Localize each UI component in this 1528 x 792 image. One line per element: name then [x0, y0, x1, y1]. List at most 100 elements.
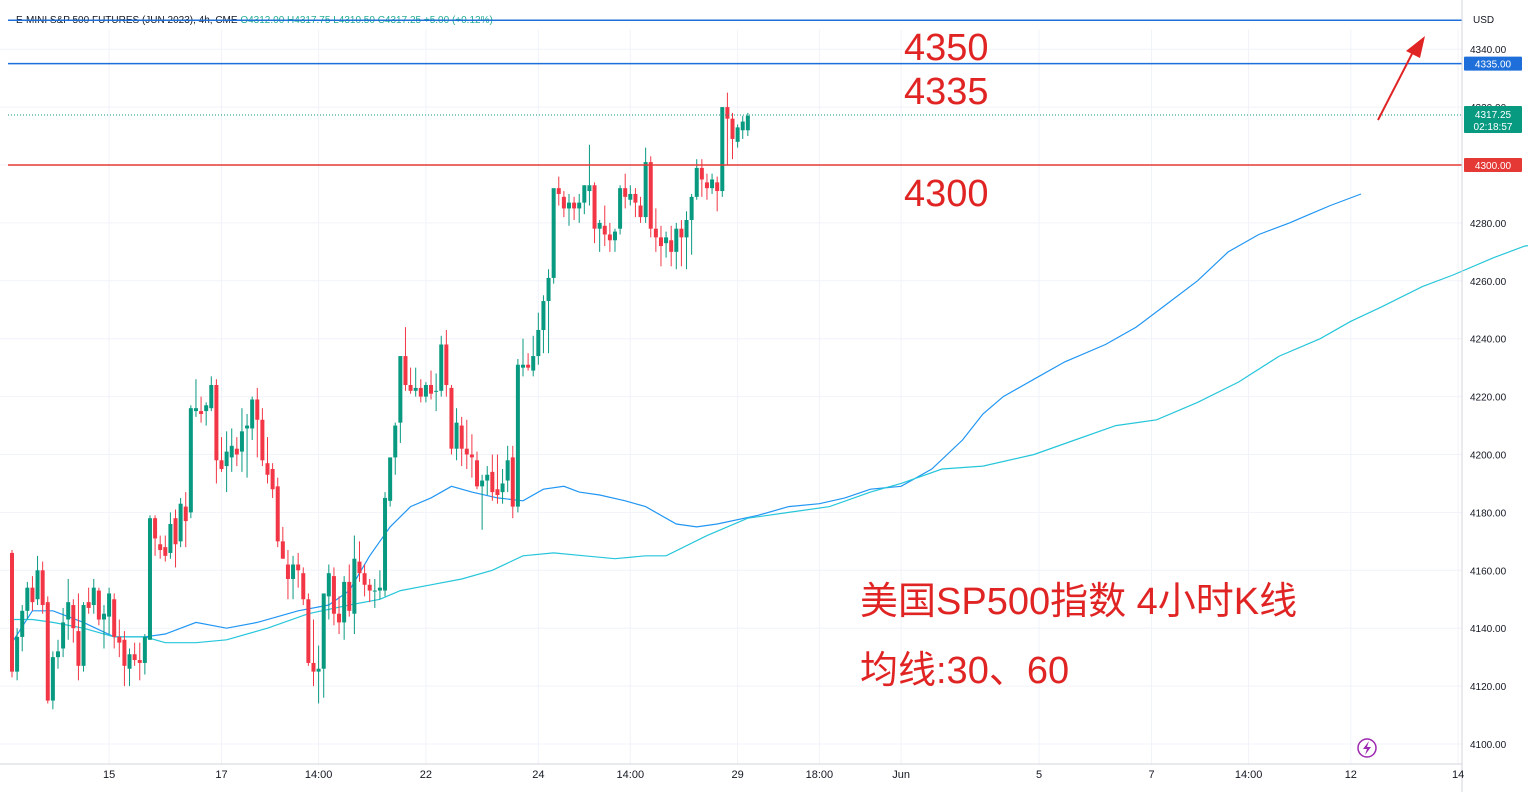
y-tick-label: 4100.00	[1470, 740, 1507, 751]
x-tick-label: 18:00	[806, 769, 834, 781]
x-tick-label: 12	[1345, 769, 1357, 781]
candle-body	[168, 523, 173, 553]
candle-body	[546, 277, 551, 302]
candle-body	[163, 547, 168, 556]
candle-body	[245, 425, 250, 429]
candle-body	[81, 605, 86, 666]
candle-body	[582, 185, 587, 203]
candle-body	[101, 613, 106, 620]
candle-body	[664, 237, 669, 244]
candle-body	[480, 480, 485, 487]
candle-body	[536, 330, 541, 357]
x-tick-label: 14:00	[1235, 769, 1263, 781]
candle-body	[679, 228, 684, 238]
candle-body	[137, 660, 142, 663]
candle-body	[219, 460, 224, 469]
candle-body	[296, 564, 301, 571]
candle-body	[107, 593, 112, 617]
candle-body	[561, 196, 566, 209]
candle-body	[239, 431, 244, 452]
candle-body	[132, 654, 137, 661]
x-tick-label: 14:00	[617, 769, 645, 781]
candle-body	[464, 448, 469, 455]
candle-body	[183, 506, 188, 522]
candle-body	[112, 599, 117, 637]
candle-body	[234, 448, 239, 455]
candle-body	[490, 471, 495, 493]
candle-body	[638, 205, 643, 218]
candle-body	[193, 408, 198, 412]
x-tick-label: 29	[731, 769, 743, 781]
x-tick-label: Jun	[892, 769, 910, 781]
candle-body	[40, 570, 45, 606]
candle-body	[587, 185, 592, 192]
lightning-icon[interactable]	[1357, 738, 1377, 758]
candle-body	[653, 228, 658, 238]
candle-body	[362, 573, 367, 585]
candle-body	[745, 115, 750, 131]
annotation-4300: 4300	[904, 173, 989, 215]
annotation-4350: 4350	[904, 27, 989, 69]
candle-body	[500, 483, 505, 493]
moving-averages	[11, 193, 1528, 644]
candle-body	[475, 460, 480, 487]
candle-body	[25, 587, 30, 611]
candle-body	[720, 107, 725, 192]
candle-body	[275, 486, 280, 542]
candle-body	[408, 385, 413, 391]
candle-body	[209, 385, 214, 409]
ma60-line	[12, 245, 1528, 644]
candle-body	[740, 121, 745, 131]
candle-body	[306, 599, 311, 663]
candle-body	[454, 422, 459, 449]
countdown-tag: 02:18:57	[1474, 122, 1513, 133]
candle-body	[592, 185, 597, 229]
candle-body	[439, 344, 444, 391]
candle-body	[541, 301, 546, 331]
candle-body	[694, 167, 699, 197]
candle-body	[321, 593, 326, 669]
time-axis[interactable]: 15 17 14:00 22 24 14:00 29 18:00 Jun 5 7 14:00 12 14	[0, 763, 1464, 781]
price-tag-4335: 4335.00	[1475, 60, 1512, 71]
currency-label: USD	[1473, 15, 1495, 26]
candle-body	[418, 387, 423, 397]
candle-body	[326, 573, 331, 597]
candle-body	[434, 390, 439, 392]
candle-body	[377, 587, 382, 591]
arrow-head-icon	[1406, 36, 1425, 58]
candle-body	[485, 474, 490, 481]
candle-body	[372, 590, 377, 592]
candle-body	[117, 636, 122, 643]
candle-body	[704, 182, 709, 189]
candle-body	[15, 636, 20, 672]
y-tick-label: 4260.00	[1470, 277, 1507, 288]
candle-body	[10, 552, 14, 672]
candle-body	[357, 561, 362, 574]
candle-body	[71, 605, 76, 629]
candle-body	[301, 573, 306, 600]
candle-body	[735, 127, 740, 142]
candle-body	[398, 356, 403, 423]
candle-body	[572, 202, 577, 209]
level-lines	[8, 19, 1462, 166]
price-tag-4300-bg	[1464, 158, 1522, 172]
x-tick-label: 5	[1036, 769, 1042, 781]
candle-body	[526, 364, 531, 368]
candle-body	[521, 364, 525, 368]
candle-body	[50, 657, 55, 701]
candle-body	[449, 387, 454, 449]
y-tick-label: 4240.00	[1470, 335, 1507, 346]
annotation-ma: 均线:30、60	[860, 650, 1069, 692]
candle-body	[556, 188, 561, 194]
y-tick-label: 4200.00	[1470, 451, 1507, 462]
candle-body	[173, 518, 178, 545]
candle-body	[551, 188, 556, 278]
candle-body	[730, 118, 735, 139]
candle-body	[342, 581, 347, 623]
x-tick-label: 7	[1148, 769, 1154, 781]
candle-body	[122, 639, 127, 666]
y-tick-label: 4140.00	[1470, 624, 1507, 635]
